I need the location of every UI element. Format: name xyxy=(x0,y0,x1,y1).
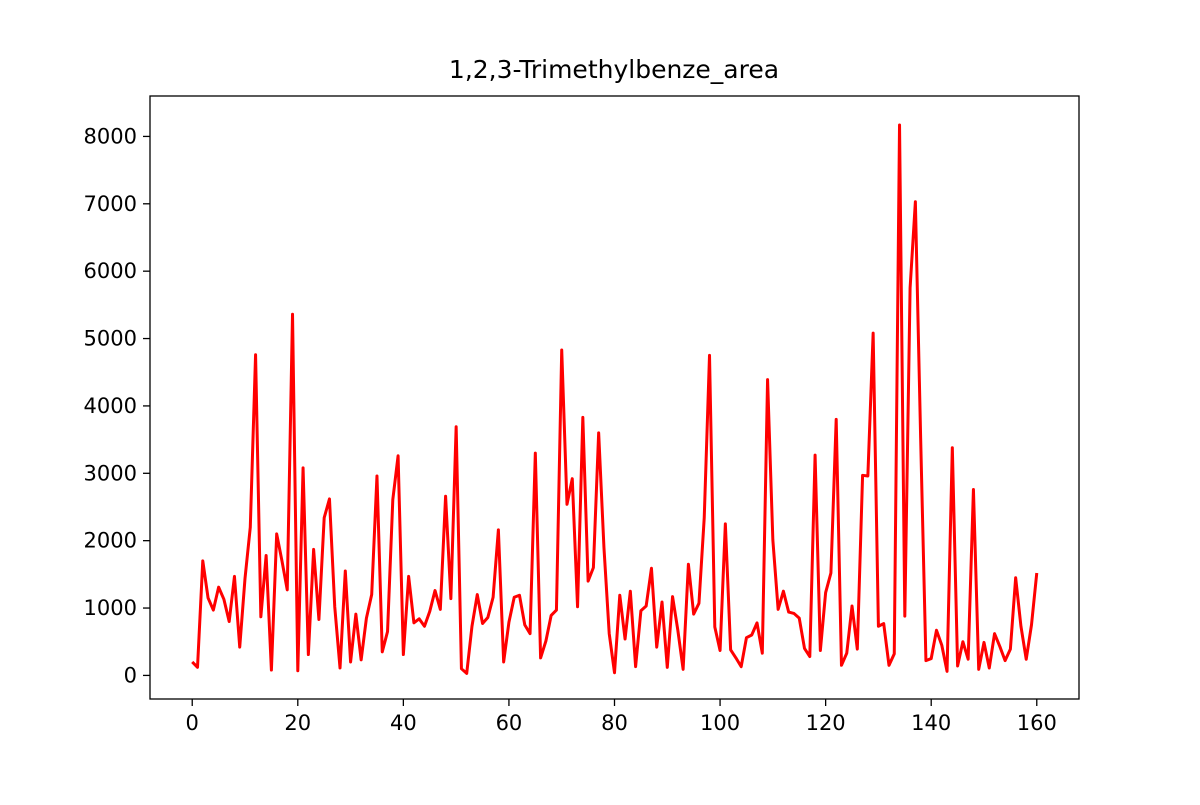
x-tick-label: 140 xyxy=(911,711,951,735)
axis-ticks: 0 20 40 60 80 100 120 140 160 0 1000 2000 3000 4000 50… xyxy=(84,124,1057,735)
axes-frame xyxy=(149,95,1080,700)
x-tick-label: 120 xyxy=(806,711,846,735)
y-tick-label: 0 xyxy=(124,663,137,687)
x-tick-label: 60 xyxy=(496,711,523,735)
chart-title: 1,2,3-Trimethylbenze_area xyxy=(449,55,779,84)
y-tick-label: 1000 xyxy=(84,596,137,620)
y-tick-label: 6000 xyxy=(84,259,137,283)
y-tick-label: 3000 xyxy=(84,461,137,485)
x-tick-label: 20 xyxy=(284,711,311,735)
y-tick-label: 7000 xyxy=(84,192,137,216)
x-tick-label: 80 xyxy=(601,711,628,735)
y-tick-label: 2000 xyxy=(84,529,137,553)
series-line xyxy=(191,123,1039,675)
y-tick-label: 8000 xyxy=(84,124,137,148)
x-tick-label: 100 xyxy=(700,711,740,735)
x-tick-label: 0 xyxy=(186,711,199,735)
x-tick-label: 40 xyxy=(390,711,417,735)
y-tick-label: 5000 xyxy=(84,327,137,351)
y-tick-label: 4000 xyxy=(84,394,137,418)
plot-area xyxy=(191,123,1039,675)
x-tick-label: 160 xyxy=(1017,711,1057,735)
